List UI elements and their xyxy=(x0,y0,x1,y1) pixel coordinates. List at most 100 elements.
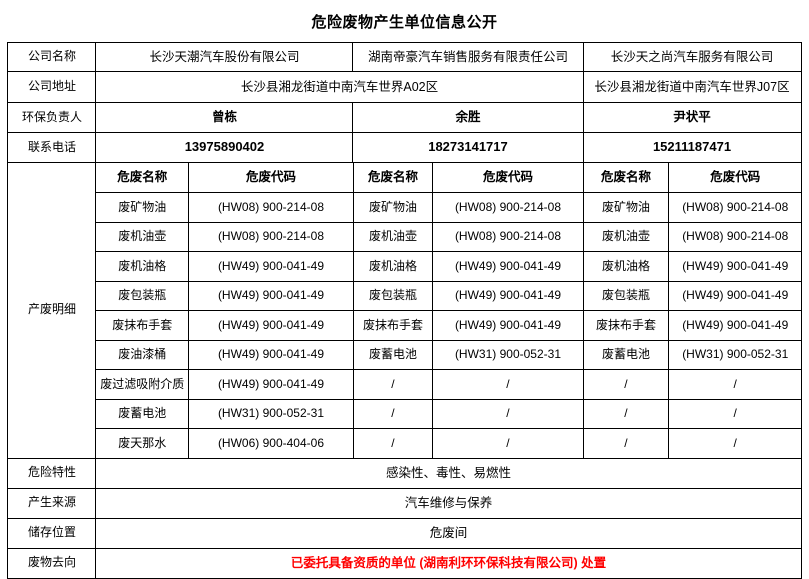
cell-contact-phone-2: 18273141717 xyxy=(352,132,584,163)
waste-name-cell: 废蓄电池 xyxy=(352,339,433,370)
waste-code-cell: (HW31) 900-052-31 xyxy=(667,339,801,370)
cell-env-officer-1: 曾栋 xyxy=(95,102,354,133)
waste-code-cell: (HW49) 900-041-49 xyxy=(667,251,801,282)
waste-name-cell: 废机油格 xyxy=(352,251,433,282)
table-row-company-name: 公司名称 长沙天潮汽车股份有限公司 湖南帝豪汽车销售服务有限责任公司 长沙天之尚… xyxy=(7,42,802,72)
waste-detail-row: 废过滤吸附介质 (HW49) 900-041-49// / / xyxy=(96,369,801,400)
cell-contact-phone-1: 13975890402 xyxy=(95,132,354,163)
table-row-storage-location: 储存位置 危废间 xyxy=(7,517,802,549)
waste-code-cell: (HW08) 900-214-08 xyxy=(431,192,584,223)
waste-name-cell: 废矿物油 xyxy=(582,192,669,223)
waste-name-cell: 废机油格 xyxy=(582,251,669,282)
waste-code-cell: (HW49) 900-041-49 xyxy=(667,280,801,311)
waste-name-cell: / xyxy=(582,398,669,429)
waste-code-cell: (HW31) 900-052-31 xyxy=(187,398,354,429)
waste-code-cell: (HW08) 900-214-08 xyxy=(667,221,801,252)
waste-code-cell: (HW08) 900-214-08 xyxy=(431,221,584,252)
waste-name-cell: 废机油格 xyxy=(96,251,189,282)
waste-name-cell: 废矿物油 xyxy=(352,192,433,223)
row-label-source: 产生来源 xyxy=(7,487,97,519)
waste-code-header-2: 危废代码 xyxy=(431,163,584,193)
waste-name-cell: 废抹布手套 xyxy=(352,310,433,341)
waste-code-cell: (HW49) 900-041-49 xyxy=(431,251,584,282)
waste-code-header-1: 危废代码 xyxy=(187,163,354,193)
waste-name-cell: 废机油壶 xyxy=(352,221,433,252)
waste-name-cell: 废油漆桶 xyxy=(96,339,189,370)
waste-name-cell: 废矿物油 xyxy=(96,192,189,223)
waste-code-cell: / xyxy=(431,369,584,400)
waste-name-cell: 废过滤吸附介质 xyxy=(96,369,189,400)
waste-code-cell: (HW49) 900-041-49 xyxy=(187,251,354,282)
waste-name-cell: / xyxy=(352,398,433,429)
waste-code-cell: / xyxy=(667,369,801,400)
waste-name-cell: 废蓄电池 xyxy=(96,398,189,429)
cell-env-officer-2: 余胜 xyxy=(352,102,584,133)
waste-code-cell: (HW31) 900-052-31 xyxy=(431,339,584,370)
cell-company-name-1: 长沙天潮汽车股份有限公司 xyxy=(95,42,354,72)
waste-name-header-1: 危废名称 xyxy=(96,163,189,193)
waste-name-cell: 废抹布手套 xyxy=(582,310,669,341)
waste-detail-row: 废抹布手套 (HW49) 900-041-49 废抹布手套 (HW49) 900-04… xyxy=(96,310,801,341)
waste-detail-header-row: 危废名称 危废代码 危废名称 危废代码 危废名称 危废代码 xyxy=(96,163,801,193)
waste-code-cell: (HW49) 900-041-49 xyxy=(431,310,584,341)
waste-code-cell: / xyxy=(431,428,584,458)
waste-code-cell: (HW49) 900-041-49 xyxy=(187,339,354,370)
waste-name-cell: 废蓄电池 xyxy=(582,339,669,370)
cell-contact-phone-3: 15211187471 xyxy=(582,132,802,163)
row-label-waste-detail: 产废明细 xyxy=(7,162,97,459)
waste-code-cell: (HW08) 900-214-08 xyxy=(187,192,354,223)
waste-name-header-2: 危废名称 xyxy=(352,163,433,193)
waste-name-cell: 废机油壶 xyxy=(96,221,189,252)
waste-detail-table: 危废名称 危废代码 危废名称 危废代码 危废名称 危废代码 废矿物油 (HW08) 900-2… xyxy=(96,163,801,458)
table-row-company-address: 公司地址 长沙县湘龙街道中南汽车世界A02区 长沙县湘龙街道中南汽车世界J07区 xyxy=(7,71,802,103)
cell-company-name-3: 长沙天之尚汽车服务有限公司 xyxy=(582,42,802,72)
cell-company-address-3: 长沙县湘龙街道中南汽车世界J07区 xyxy=(582,71,802,103)
cell-hazard-property-value: 感染性、毒性、易燃性 xyxy=(95,457,802,489)
table-row-env-officer: 环保负责人 曾栋 余胜 尹状平 xyxy=(7,102,802,133)
waste-code-header-3: 危废代码 xyxy=(667,163,801,193)
waste-code-cell: (HW06) 900-404-06 xyxy=(187,428,354,458)
row-label-company-address: 公司地址 xyxy=(7,71,97,103)
waste-detail-row: 废机油壶 (HW08) 900-214-08 废机油壶 (HW08) 900-214-… xyxy=(96,221,801,252)
row-label-env-officer: 环保负责人 xyxy=(7,102,97,133)
cell-waste-destination-container: 已委托具备资质的单位 (湖南利环环保科技有限公司) 处置 xyxy=(95,547,802,579)
waste-name-cell: 废包装瓶 xyxy=(582,280,669,311)
table-row-contact-phone: 联系电话 13975890402 18273141717 15211187471 xyxy=(7,132,802,163)
waste-name-cell: 废包装瓶 xyxy=(352,280,433,311)
waste-detail-container: 危废名称 危废代码 危废名称 危废代码 危废名称 危废代码 废矿物油 (HW08) 900-2… xyxy=(95,162,802,459)
waste-name-cell: 废抹布手套 xyxy=(96,310,189,341)
cell-company-address-merged: 长沙县湘龙街道中南汽车世界A02区 xyxy=(95,71,584,103)
waste-code-cell: (HW49) 900-041-49 xyxy=(431,280,584,311)
waste-name-cell: / xyxy=(352,428,433,458)
cell-storage-location-value: 危废间 xyxy=(95,517,802,549)
waste-code-cell: (HW49) 900-041-49 xyxy=(187,310,354,341)
table-row-source: 产生来源 汽车维修与保养 xyxy=(7,487,802,519)
waste-name-header-3: 危废名称 xyxy=(582,163,669,193)
hazardous-waste-disclosure-table: 公司名称 长沙天潮汽车股份有限公司 湖南帝豪汽车销售服务有限责任公司 长沙天之尚… xyxy=(7,42,802,579)
waste-code-cell: (HW49) 900-041-49 xyxy=(187,369,354,400)
table-row-waste-detail: 产废明细 危废名称 危废代码 危废名称 危废代码 危废名称 危废代码 废矿物油 (HW08) … xyxy=(7,162,802,459)
cell-company-name-2: 湖南帝豪汽车销售服务有限责任公司 xyxy=(352,42,584,72)
waste-name-cell: / xyxy=(582,369,669,400)
waste-code-cell: / xyxy=(431,398,584,429)
waste-name-cell: / xyxy=(352,369,433,400)
waste-code-cell: (HW08) 900-214-08 xyxy=(187,221,354,252)
row-label-company-name: 公司名称 xyxy=(7,42,97,72)
waste-detail-row: 废天那水 (HW06) 900-404-06// / / xyxy=(96,428,801,458)
waste-code-cell: (HW49) 900-041-49 xyxy=(187,280,354,311)
row-label-contact-phone: 联系电话 xyxy=(7,132,97,163)
row-label-hazard-property: 危险特性 xyxy=(7,457,97,489)
waste-detail-row: 废蓄电池 (HW31) 900-052-31// / / xyxy=(96,398,801,429)
waste-detail-row: 废油漆桶 (HW49) 900-041-49 废蓄电池 (HW31) 900-052-… xyxy=(96,339,801,370)
cell-source-value: 汽车维修与保养 xyxy=(95,487,802,519)
waste-name-cell: / xyxy=(582,428,669,458)
waste-code-cell: / xyxy=(667,398,801,429)
row-label-storage-location: 储存位置 xyxy=(7,517,97,549)
table-row-hazard-property: 危险特性 感染性、毒性、易燃性 xyxy=(7,457,802,489)
waste-detail-row: 废机油格 (HW49) 900-041-49 废机油格 (HW49) 900-041-… xyxy=(96,251,801,282)
waste-name-cell: 废包装瓶 xyxy=(96,280,189,311)
waste-name-cell: 废机油壶 xyxy=(582,221,669,252)
waste-code-cell: / xyxy=(667,428,801,458)
waste-code-cell: (HW08) 900-214-08 xyxy=(667,192,801,223)
